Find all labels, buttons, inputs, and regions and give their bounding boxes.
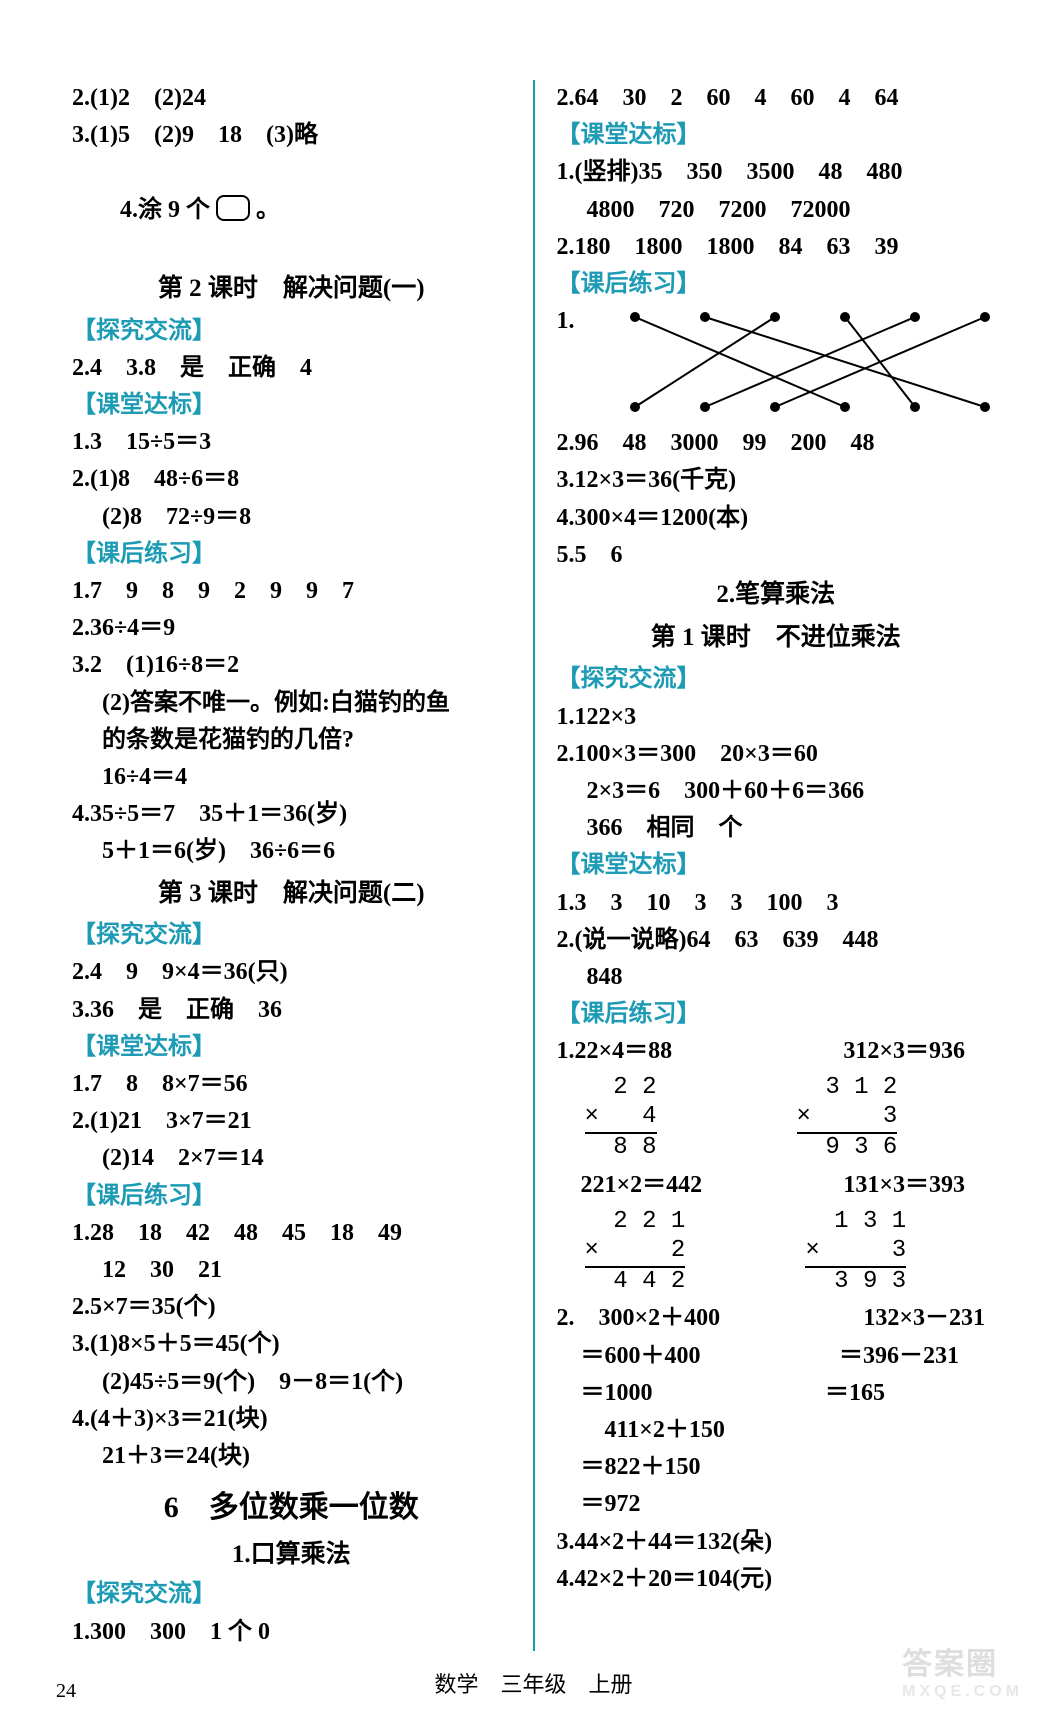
text-line: 131×3＝393 — [843, 1167, 995, 1204]
right-column: 2.64 30 2 60 4 60 4 64 【课堂达标】 1.(竖排)35 3… — [539, 80, 1008, 1651]
text-line: 1.300 300 1 个 0 — [72, 1614, 511, 1651]
item-number: 1. — [557, 303, 575, 340]
text-line: 2.36÷4＝9 — [72, 610, 511, 647]
text-line: 21＋3＝24(块) — [72, 1438, 511, 1475]
section-class: 【课堂达标】 — [557, 117, 996, 154]
text-line: 1.122×3 — [557, 699, 996, 736]
text-line: 3.(1)8×5＋5＝45(个) — [72, 1326, 511, 1363]
text-line: ＝822＋150 — [557, 1449, 996, 1486]
section-after: 【课后练习】 — [557, 266, 996, 303]
text: 4.涂 9 个 — [120, 197, 216, 223]
lesson-title: 第 1 课时 不进位乘法 — [557, 619, 996, 658]
text-line: 2.(说一说略)64 63 639 448 — [557, 922, 996, 959]
text-line: 2.96 48 3000 99 200 48 — [557, 425, 996, 462]
text-line: 4.42×2＋20＝104(元) — [557, 1561, 996, 1598]
text-line: 2.(1)2 (2)24 — [72, 80, 511, 117]
section-explore: 【探究交流】 — [72, 1576, 511, 1613]
vertical-calc: 1 3 1 × 3 3 9 3 — [805, 1208, 906, 1296]
subsection-title: 2.笔算乘法 — [557, 576, 996, 615]
text-line: 4.300×4＝1200(本) — [557, 500, 996, 537]
text-line: ＝396－231 — [839, 1338, 995, 1375]
text-line: 1.(竖排)35 350 3500 48 480 — [557, 154, 996, 191]
vertical-calc: 2 2 × 4 8 8 — [585, 1074, 657, 1162]
text-line: 1.28 18 42 48 45 18 49 — [72, 1215, 511, 1252]
text-line: 2×3＝6 300＋60＋6＝366 — [557, 773, 996, 810]
text-line: (2)45÷5＝9(个) 9－8＝1(个) — [72, 1364, 511, 1401]
text-line: 132×3－231 — [863, 1300, 995, 1337]
section-class: 【课堂达标】 — [72, 387, 511, 424]
text-line: 2.(1)21 3×7＝21 — [72, 1103, 511, 1140]
text-line: 3.(1)5 (2)9 18 (3)略 — [72, 117, 511, 154]
text-line: 4800 720 7200 72000 — [557, 192, 996, 229]
two-column-layout: 2.(1)2 (2)24 3.(1)5 (2)9 18 (3)略 4.涂 9 个… — [60, 80, 1007, 1651]
column-divider — [533, 80, 535, 1651]
lesson-title: 第 2 课时 解决问题(一) — [72, 270, 511, 309]
lesson-title: 第 3 课时 解决问题(二) — [72, 875, 511, 914]
text-line: 848 — [557, 959, 996, 996]
text-line: 1.7 9 8 9 2 9 9 7 — [72, 573, 511, 610]
section-after: 【课后练习】 — [557, 996, 996, 1033]
text: 。 — [250, 197, 280, 223]
text-line: 5＋1＝6(岁) 36÷6＝6 — [72, 833, 511, 870]
section-explore: 【探究交流】 — [557, 661, 996, 698]
section-class: 【课堂达标】 — [72, 1029, 511, 1066]
section-after: 【课后练习】 — [72, 536, 511, 573]
text-line: 1.3 3 10 3 3 100 3 — [557, 885, 996, 922]
text-line: 2. 300×2＋400 — [557, 1300, 721, 1337]
text-line: 的条数是花猫钓的几倍? — [72, 722, 511, 759]
text-line: 12 30 21 — [72, 1252, 511, 1289]
text-line: 1.22×4＝88 — [557, 1033, 673, 1070]
section-explore: 【探究交流】 — [72, 917, 511, 954]
matching-diagram — [605, 309, 985, 419]
text-line: 1.7 8 8×7＝56 — [72, 1066, 511, 1103]
text-line: 3.36 是 正确 36 — [72, 992, 511, 1029]
text-line: 2.64 30 2 60 4 60 4 64 — [557, 80, 996, 117]
text-line: 2.(1)8 48÷6＝8 — [72, 461, 511, 498]
text-line: 3.2 (1)16÷8＝2 — [72, 647, 511, 684]
left-column: 2.(1)2 (2)24 3.(1)5 (2)9 18 (3)略 4.涂 9 个… — [60, 80, 529, 1651]
text-line: 1.3 15÷5＝3 — [72, 424, 511, 461]
text-line: 4.35÷5＝7 35＋1＝36(岁) — [72, 796, 511, 833]
section-explore: 【探究交流】 — [72, 313, 511, 350]
text-line: ＝600＋400 — [557, 1338, 701, 1375]
text-line: 3.44×2＋44＝132(朵) — [557, 1524, 996, 1561]
page-number: 24 — [56, 1680, 76, 1703]
text-line: ＝972 — [557, 1486, 996, 1523]
text-line: ＝1000 — [557, 1375, 653, 1412]
text-line: (2)8 72÷9＝8 — [72, 499, 511, 536]
vertical-calc: 3 1 2 × 3 9 3 6 — [797, 1074, 898, 1162]
text-line: ＝165 — [825, 1375, 995, 1412]
page: 2.(1)2 (2)24 3.(1)5 (2)9 18 (3)略 4.涂 9 个… — [0, 0, 1047, 1719]
chapter-title: 6 多位数乘一位数 — [72, 1485, 511, 1532]
vertical-calc: 2 2 1 × 2 4 4 2 — [585, 1208, 686, 1296]
text-line: 2.180 1800 1800 84 63 39 — [557, 229, 996, 266]
text-line: 2.4 9 9×4＝36(只) — [72, 954, 511, 991]
rounded-box-icon — [216, 195, 250, 221]
text-line: 2.4 3.8 是 正确 4 — [72, 350, 511, 387]
text-line: 2.5×7＝35(个) — [72, 1289, 511, 1326]
text-line: 366 相同 个 — [557, 810, 996, 847]
matching-lines-svg — [605, 309, 1005, 419]
section-after: 【课后练习】 — [72, 1178, 511, 1215]
section-class: 【课堂达标】 — [557, 847, 996, 884]
subsection-title: 1.口算乘法 — [72, 1536, 511, 1575]
text-line: 3.12×3＝36(千克) — [557, 462, 996, 499]
text-line: 312×3＝936 — [843, 1033, 995, 1070]
page-footer: 数学 三年级 上册 — [60, 1667, 1007, 1699]
text-line: (2)答案不唯一。例如:白猫钓的鱼 — [72, 685, 511, 722]
text-line: 4.(4＋3)×3＝21(块) — [72, 1401, 511, 1438]
text-line: 2.100×3＝300 20×3＝60 — [557, 736, 996, 773]
text-line: 4.涂 9 个 。 — [72, 154, 511, 266]
text-line: 411×2＋150 — [557, 1412, 996, 1449]
text-line: 221×2＝442 — [557, 1167, 703, 1204]
text-line: 5.5 6 — [557, 537, 996, 574]
text-line: (2)14 2×7＝14 — [72, 1140, 511, 1177]
text-line: 16÷4＝4 — [72, 759, 511, 796]
